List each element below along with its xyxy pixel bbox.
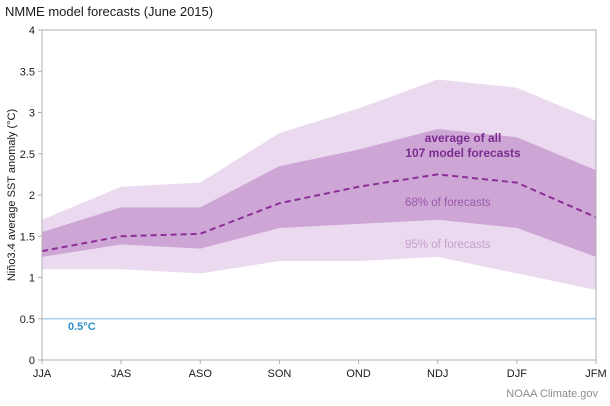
- credit-text: NOAA Climate.gov: [506, 388, 598, 400]
- y-tick-label: 4: [29, 25, 35, 37]
- y-tick-label: 0: [29, 355, 35, 367]
- annotation-threshold: 0.5°C: [68, 321, 96, 333]
- y-tick-label: 1: [29, 273, 35, 285]
- y-tick-label: 1.5: [20, 231, 35, 243]
- annotation-average-line1: average of all: [424, 131, 502, 145]
- x-tick-label: SON: [268, 368, 292, 380]
- y-tick-label: 3.5: [20, 66, 35, 78]
- x-tick-label: DJF: [507, 368, 527, 380]
- annotation-68pct: 68% of forecasts: [405, 197, 491, 209]
- band-68: [42, 129, 596, 257]
- x-tick-label: NDJ: [427, 368, 448, 380]
- mean-line: [41, 173, 597, 253]
- chart-title: NMME model forecasts (June 2015): [5, 4, 214, 19]
- annotation-average-line2: 107 model forecasts: [405, 146, 521, 160]
- y-tick-label: 0.5: [20, 314, 35, 326]
- x-tick-label: OND: [346, 368, 371, 380]
- y-tick-label: 2.5: [20, 149, 35, 161]
- y-tick-label: 3: [29, 108, 35, 120]
- annotation-95pct: 95% of forecasts: [405, 239, 491, 251]
- x-tick-label: ASO: [189, 368, 213, 380]
- y-tick-label: 2: [29, 190, 35, 202]
- annotation-average: average of all 107 model forecasts: [383, 131, 543, 161]
- x-tick-label: JJA: [33, 368, 52, 380]
- tick-labels: 0 0.5 1 1.5 2 2.5 3 3.5 4 JJA JAS ASO SON OND NDJ DJF JF…: [20, 25, 607, 380]
- x-tick-label: JFM: [585, 368, 606, 380]
- x-tick-label: JAS: [111, 368, 131, 380]
- tick-marks: [38, 29, 597, 364]
